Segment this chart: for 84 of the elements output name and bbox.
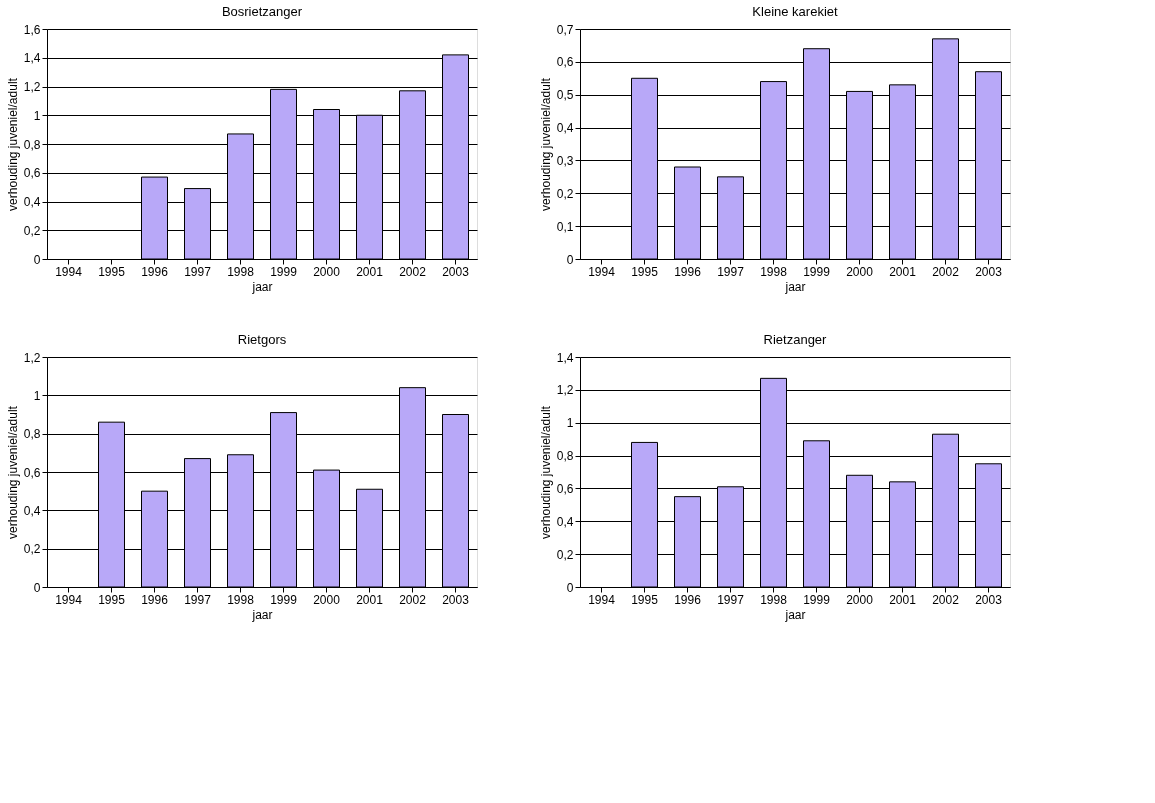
x-axis-title: jaar — [784, 279, 806, 294]
x-tick-label: 2000 — [313, 264, 341, 279]
y-axis-title: verhouding juveniel/adult — [538, 405, 553, 539]
chart-title: Kleine karekiet — [752, 4, 839, 19]
x-tick-label: 2001 — [356, 592, 384, 607]
x-tick-label: 1994 — [588, 592, 616, 607]
y-tick-label: 0,2 — [23, 223, 41, 238]
y-tick-label: 0,8 — [23, 137, 41, 152]
x-axis-title: jaar — [784, 607, 806, 622]
x-tick-label: 1996 — [674, 264, 702, 279]
x-tick-label: 2003 — [442, 264, 470, 279]
x-axis-title: jaar — [251, 279, 273, 294]
y-tick-label: 0,4 — [556, 121, 574, 136]
y-tick-label: 0,6 — [23, 166, 41, 181]
y-axis-title: verhouding juveniel/adult — [538, 77, 553, 211]
x-tick-label: 2000 — [846, 592, 874, 607]
x-tick-label: 2000 — [846, 264, 874, 279]
x-tick-label: 1994 — [55, 264, 83, 279]
x-tick-label: 2002 — [932, 264, 960, 279]
x-tick-label: 1994 — [55, 592, 83, 607]
y-tick-label: 0,2 — [556, 547, 574, 562]
x-tick-label: 1998 — [760, 592, 788, 607]
x-tick-label: 1999 — [803, 264, 831, 279]
x-tick-label: 1997 — [184, 264, 212, 279]
x-tick-label: 1995 — [631, 264, 659, 279]
x-tick-label: 1997 — [717, 264, 745, 279]
x-tick-label: 1998 — [227, 264, 255, 279]
y-tick-label: 0,3 — [556, 153, 574, 168]
y-tick-label: 0,2 — [556, 186, 574, 201]
y-tick-label: 0,7 — [556, 22, 574, 37]
y-tick-label: 0,2 — [23, 542, 41, 557]
y-tick-label: 1,4 — [23, 51, 41, 66]
x-tick-label: 1997 — [717, 592, 745, 607]
x-tick-label: 2002 — [932, 592, 960, 607]
x-axis-title: jaar — [251, 607, 273, 622]
y-tick-label: 1 — [566, 416, 574, 431]
x-tick-label: 1999 — [270, 264, 298, 279]
y-tick-label: 1 — [33, 388, 41, 403]
y-tick-label: 0,8 — [556, 449, 574, 464]
y-tick-label: 0 — [566, 580, 574, 595]
x-tick-label: 1996 — [141, 592, 169, 607]
x-tick-label: 2001 — [889, 592, 917, 607]
y-tick-label: 1,6 — [23, 22, 41, 37]
chart-title: Bosrietzanger — [221, 4, 303, 19]
x-tick-label: 2003 — [442, 592, 470, 607]
y-tick-label: 1,2 — [23, 80, 41, 94]
chart-title: Rietzanger — [763, 332, 828, 347]
x-tick-label: 1998 — [760, 264, 788, 279]
y-tick-label: 1,4 — [556, 350, 574, 365]
y-tick-label: 0 — [33, 580, 41, 595]
x-tick-label: 1996 — [674, 592, 702, 607]
x-tick-label: 2002 — [399, 592, 427, 607]
y-tick-label: 1 — [33, 108, 41, 123]
x-tick-label: 2003 — [975, 264, 1003, 279]
x-tick-label: 1998 — [227, 592, 255, 607]
x-tick-label: 1999 — [270, 592, 298, 607]
y-tick-label: 0 — [33, 252, 41, 267]
x-tick-label: 1996 — [141, 264, 169, 279]
x-tick-label: 1995 — [98, 264, 126, 279]
x-tick-label: 1994 — [588, 264, 616, 279]
y-tick-label: 0,4 — [556, 514, 574, 529]
chart-title: Rietgors — [237, 332, 287, 347]
y-tick-label: 0,4 — [23, 503, 41, 518]
y-axis-title: verhouding juveniel/adult — [5, 77, 20, 211]
y-tick-label: 0,1 — [556, 219, 574, 234]
y-tick-label: 0,6 — [556, 55, 574, 70]
y-tick-label: 1,2 — [556, 383, 574, 398]
y-tick-label: 0,6 — [23, 465, 41, 480]
y-tick-label: 0,8 — [23, 427, 41, 442]
y-tick-label: 1,2 — [23, 350, 41, 365]
y-tick-label: 0,4 — [23, 195, 41, 209]
x-tick-label: 1995 — [631, 592, 659, 607]
x-tick-label: 2000 — [313, 592, 341, 607]
y-axis-title: verhouding juveniel/adult — [5, 405, 20, 539]
x-tick-label: 1997 — [184, 592, 212, 607]
x-tick-label: 2003 — [975, 592, 1003, 607]
x-tick-label: 1995 — [98, 592, 126, 607]
x-tick-label: 2001 — [889, 264, 917, 279]
x-tick-label: 2001 — [356, 264, 384, 279]
y-tick-label: 0 — [566, 252, 574, 267]
x-tick-label: 1999 — [803, 592, 831, 607]
y-tick-label: 0,6 — [556, 481, 574, 496]
y-tick-label: 0,5 — [556, 88, 574, 103]
x-tick-label: 2002 — [399, 264, 427, 279]
